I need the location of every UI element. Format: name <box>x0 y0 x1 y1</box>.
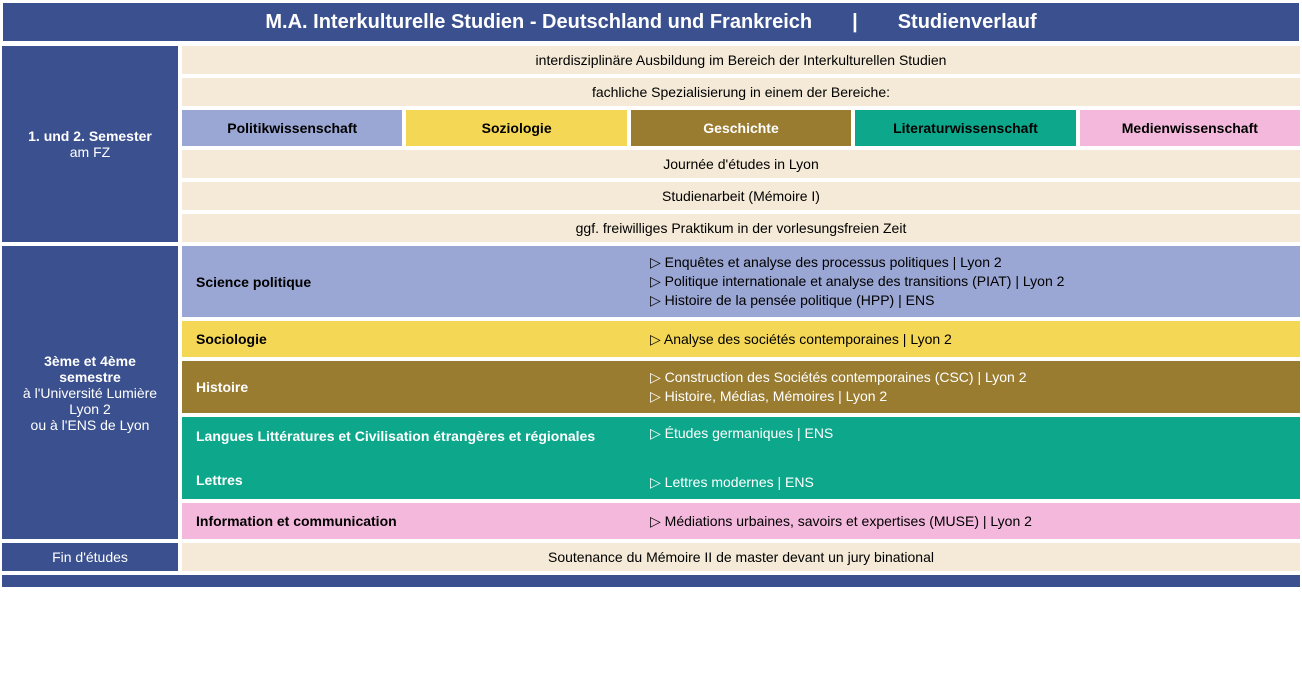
band-interdisciplinary: interdisziplinäre Ausbildung im Bereich … <box>182 46 1300 74</box>
course-line: Construction des Sociétés contemporaines… <box>650 369 1292 386</box>
band-specialisation-intro: fachliche Spezialisierung in einem der B… <box>182 78 1300 106</box>
header-sep: | <box>852 11 858 34</box>
section-sem12: 1. und 2. Semester am FZ interdisziplinä… <box>2 46 1300 242</box>
block-label: Information et communication <box>182 503 642 539</box>
sidebar-sem34-l3: à l'Université Lumière <box>23 385 157 401</box>
course-line: Politique internationale et analyse des … <box>650 273 1292 290</box>
sidebar-sem12: 1. und 2. Semester am FZ <box>2 46 178 242</box>
content-sem34: Science politique Enquêtes et analyse des… <box>182 246 1300 539</box>
subject-tab: Politikwissenschaft <box>182 110 402 146</box>
course-line: Histoire de la pensée politique (HPP) | … <box>650 292 1292 309</box>
subject-block: Information et communication Médiations u… <box>182 503 1300 539</box>
sidebar-sem12-sub: am FZ <box>70 144 110 160</box>
sidebar-sem34-l4: Lyon 2 <box>69 401 111 417</box>
subject-block: Science politique Enquêtes et analyse des… <box>182 246 1300 317</box>
block-label-line: Lettres <box>196 472 243 488</box>
course-line: Histoire, Médias, Mémoires | Lyon 2 <box>650 388 1292 405</box>
sidebar-sem12-title: 1. und 2. Semester <box>28 128 152 144</box>
block-label: Langues Littératures et Civilisation étr… <box>182 417 642 499</box>
content-sem12: interdisziplinäre Ausbildung im Bereich … <box>182 46 1300 242</box>
sidebar-sem34-l2: semestre <box>59 369 121 385</box>
sidebar-sem34-l5: ou à l'ENS de Lyon <box>31 417 150 433</box>
block-label-line: Langues Littératures et Civilisation étr… <box>196 428 595 444</box>
block-courses: Construction des Sociétés contemporaines… <box>642 361 1300 413</box>
subject-tab: Literaturwissenschaft <box>855 110 1075 146</box>
section-sem34: 3ème et 4ème semestre à l'Université Lum… <box>2 246 1300 539</box>
band-fin: Soutenance du Mémoire II de master devan… <box>182 543 1300 571</box>
subject-block: Histoire Construction des Sociétés contem… <box>182 361 1300 413</box>
block-courses: Études germaniques | ENS Lettres modernes… <box>642 417 1300 499</box>
block-courses: Enquêtes et analyse des processus politi… <box>642 246 1300 317</box>
section-fin: Fin d'études Soutenance du Mémoire II de… <box>2 543 1300 571</box>
subject-tab: Geschichte <box>631 110 851 146</box>
block-label: Science politique <box>182 246 642 317</box>
course-line: Enquêtes et analyse des processus politi… <box>650 254 1292 271</box>
sidebar-sem34: 3ème et 4ème semestre à l'Université Lum… <box>2 246 178 539</box>
subjects-row: PolitikwissenschaftSoziologieGeschichteL… <box>182 110 1300 146</box>
course-line: Analyse des sociétés contemporaines | Ly… <box>650 331 1292 348</box>
band-praktikum: ggf. freiwilliges Praktikum in der vorle… <box>182 214 1300 242</box>
band-journee: Journée d'études in Lyon <box>182 150 1300 178</box>
block-label: Sociologie <box>182 321 642 357</box>
course-line: Lettres modernes | ENS <box>650 474 1292 491</box>
subject-block: Langues Littératures et Civilisation étr… <box>182 417 1300 499</box>
course-line: Médiations urbaines, savoirs et expertis… <box>650 513 1292 530</box>
header-right: Studienverlauf <box>898 11 1037 34</box>
footer-bar <box>2 575 1300 587</box>
subject-tab: Medienwissenschaft <box>1080 110 1300 146</box>
page-header: M.A. Interkulturelle Studien - Deutschla… <box>2 2 1300 42</box>
course-line: Études germaniques | ENS <box>650 425 1292 442</box>
block-courses: Médiations urbaines, savoirs et expertis… <box>642 503 1300 539</box>
band-memoire1: Studienarbeit (Mémoire I) <box>182 182 1300 210</box>
subject-tab: Soziologie <box>406 110 626 146</box>
sidebar-fin: Fin d'études <box>2 543 178 571</box>
header-left: M.A. Interkulturelle Studien - Deutschla… <box>265 11 812 34</box>
block-courses: Analyse des sociétés contemporaines | Ly… <box>642 321 1300 357</box>
subject-block: Sociologie Analyse des sociétés contempor… <box>182 321 1300 357</box>
sidebar-sem34-l1: 3ème et 4ème <box>44 353 136 369</box>
block-label: Histoire <box>182 361 642 413</box>
